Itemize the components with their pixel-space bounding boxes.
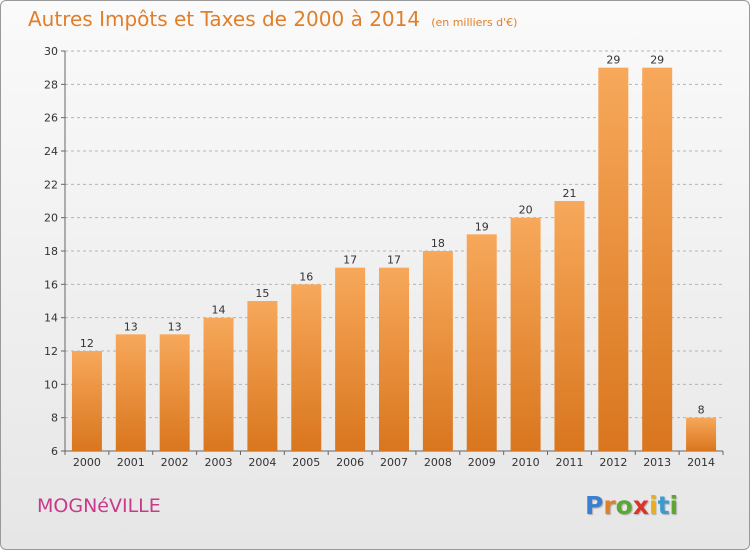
bar-layer	[71, 67, 717, 452]
y-tick-label: 18	[44, 245, 58, 258]
x-tick-label: 2013	[643, 456, 671, 469]
y-tick-label: 28	[44, 78, 58, 91]
proxiti-logo[interactable]: Proxiti	[585, 491, 678, 520]
y-tick-label: 26	[44, 112, 58, 125]
x-tick-label: 2011	[555, 456, 583, 469]
logo-letter: r	[603, 491, 616, 520]
label-layer: 12 2000 13 2001 13 2002 14 2003 15 2004 16 2005 17 20…	[73, 54, 715, 469]
x-tick-label: 2003	[205, 456, 233, 469]
data-label: 20	[519, 204, 533, 217]
logo-letter: x	[632, 491, 649, 520]
logo-letter: i	[649, 491, 658, 520]
bar	[203, 317, 234, 451]
x-tick-label: 2002	[161, 456, 189, 469]
x-tick-label: 2010	[512, 456, 540, 469]
data-label: 12	[80, 337, 94, 350]
data-label: 13	[168, 320, 182, 333]
data-label: 18	[431, 237, 445, 250]
city-name: MOGNéVILLE	[37, 495, 161, 517]
y-tick-label: 20	[44, 212, 58, 225]
x-tick-label: 2006	[336, 456, 364, 469]
y-tick-label: 12	[44, 345, 58, 358]
logo-letter: i	[669, 491, 679, 520]
bar	[466, 234, 497, 451]
bar	[115, 334, 146, 451]
x-tick-label: 2014	[687, 456, 715, 469]
data-label: 19	[475, 220, 489, 233]
x-tick-label: 2008	[424, 456, 452, 469]
bar	[422, 251, 453, 451]
x-tick-label: 2004	[248, 456, 276, 469]
bar	[554, 201, 585, 451]
data-label: 17	[387, 254, 401, 267]
bar	[510, 217, 541, 451]
x-tick-label: 2005	[292, 456, 320, 469]
data-label: 29	[606, 54, 620, 67]
y-tick-label: 14	[44, 312, 58, 325]
y-tick-label: 24	[44, 145, 58, 158]
y-tick-label: 8	[51, 412, 58, 425]
x-tick-label: 2009	[468, 456, 496, 469]
logo-letter: P	[585, 491, 604, 520]
chart-subtitle: (en milliers d'€)	[431, 16, 518, 29]
data-label: 13	[124, 320, 138, 333]
bar	[159, 334, 190, 451]
y-tick-label: 6	[51, 445, 58, 458]
logo-letter: o	[615, 491, 633, 520]
bar	[379, 267, 409, 451]
y-tick-label: 16	[44, 278, 58, 291]
data-label: 8	[698, 404, 705, 417]
data-label: 14	[212, 304, 226, 317]
bar	[247, 301, 278, 451]
chart-title-block: Autres Impôts et Taxes de 2000 à 2014 (e…	[28, 7, 517, 31]
data-label: 17	[343, 254, 357, 267]
data-label: 29	[650, 54, 664, 67]
y-tick-label: 10	[44, 378, 58, 391]
bar	[71, 351, 102, 451]
x-tick-label: 2007	[380, 456, 408, 469]
bar	[335, 267, 366, 451]
logo-letter: t	[657, 491, 670, 520]
y-tick-label: 22	[44, 178, 58, 191]
chart-title: Autres Impôts et Taxes de 2000 à 2014	[28, 7, 421, 31]
bar	[686, 417, 717, 451]
y-tick-label: 30	[44, 45, 58, 58]
x-tick-label: 2001	[117, 456, 145, 469]
data-label: 21	[562, 187, 576, 200]
data-label: 15	[255, 287, 269, 300]
bar	[598, 67, 629, 452]
x-tick-label: 2000	[73, 456, 101, 469]
x-tick-label: 2012	[599, 456, 627, 469]
bar	[642, 67, 673, 452]
data-label: 16	[299, 270, 313, 283]
bar	[291, 284, 322, 451]
